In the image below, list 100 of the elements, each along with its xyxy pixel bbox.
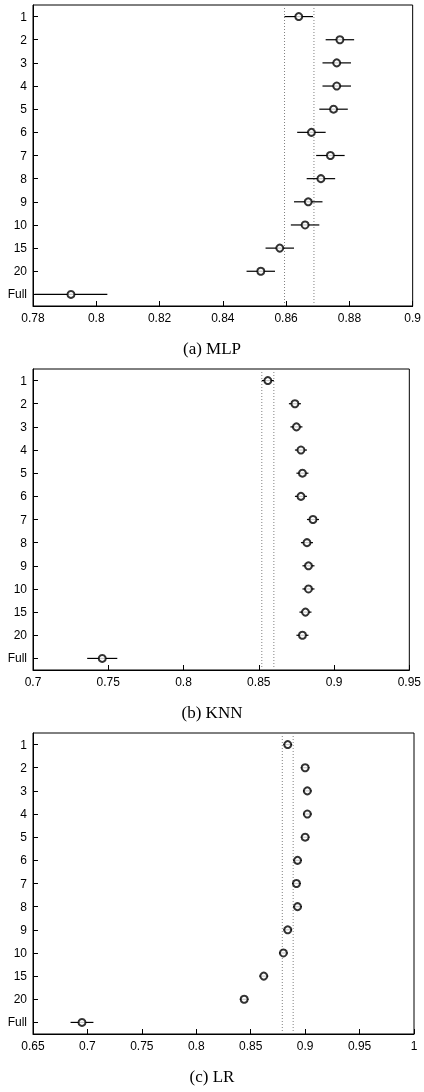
y-tick-label: 10 bbox=[13, 581, 28, 596]
point bbox=[306, 127, 316, 137]
y-tick-label: 4 bbox=[20, 443, 28, 458]
y-tick-label: 4 bbox=[20, 79, 28, 94]
y-tick-label: 6 bbox=[20, 489, 28, 504]
y-tick-label: 15 bbox=[13, 969, 28, 984]
point bbox=[302, 786, 312, 796]
point bbox=[300, 220, 310, 230]
x-tick-label: 1 bbox=[410, 1039, 418, 1053]
y-tick-label: 5 bbox=[20, 466, 28, 481]
y-tick-label: 5 bbox=[20, 102, 28, 117]
y-tick-label: 10 bbox=[13, 217, 28, 232]
x-tick-label: 0.84 bbox=[211, 311, 235, 325]
y-tick-label: 1 bbox=[20, 737, 28, 752]
y-tick-label: 15 bbox=[13, 241, 28, 256]
y-tick-label: 2 bbox=[20, 760, 28, 775]
point bbox=[300, 607, 310, 617]
x-tick-label: 0.8 bbox=[87, 311, 105, 325]
y-tick-label: 3 bbox=[20, 783, 28, 798]
point bbox=[303, 584, 313, 594]
y-tick-label: 20 bbox=[13, 992, 28, 1007]
point bbox=[97, 653, 107, 663]
text: (b) KNN bbox=[181, 703, 243, 722]
y-tick-label: 1 bbox=[20, 373, 28, 388]
point bbox=[293, 902, 303, 912]
y-tick-label: 4 bbox=[20, 807, 28, 822]
x-tick-label: 0.8 bbox=[175, 675, 193, 689]
point bbox=[278, 948, 288, 958]
y-tick-label: 3 bbox=[20, 419, 28, 434]
x-tick-label: 0.95 bbox=[397, 675, 422, 689]
x-tick-label: 0.9 bbox=[404, 311, 422, 325]
point bbox=[291, 422, 301, 432]
point bbox=[283, 925, 293, 935]
point bbox=[259, 971, 269, 981]
y-tick-label: 9 bbox=[20, 922, 28, 937]
point bbox=[303, 197, 313, 207]
point bbox=[256, 266, 266, 276]
point bbox=[302, 538, 312, 548]
point bbox=[302, 809, 312, 819]
point bbox=[77, 1017, 87, 1027]
point bbox=[297, 630, 307, 640]
y-tick-label: 5 bbox=[20, 830, 28, 845]
point bbox=[293, 855, 303, 865]
x-tick-label: 0.9 bbox=[325, 675, 343, 689]
y-tick-label: 3 bbox=[20, 55, 28, 70]
x-tick-label: 0.82 bbox=[147, 311, 172, 325]
x-tick-label: 0.7 bbox=[24, 675, 42, 689]
point bbox=[296, 491, 306, 501]
point bbox=[275, 243, 285, 253]
point bbox=[300, 832, 310, 842]
y-tick-label: 2 bbox=[20, 32, 28, 47]
y-tick-label: 6 bbox=[20, 853, 28, 868]
x-tick-label: 0.88 bbox=[337, 311, 362, 325]
point bbox=[66, 289, 76, 299]
y-tick-label: 2 bbox=[20, 396, 28, 411]
x-tick-label: 0.7 bbox=[79, 1039, 97, 1053]
y-tick-label: Full bbox=[7, 287, 27, 302]
point bbox=[297, 468, 307, 478]
point bbox=[294, 12, 304, 22]
point bbox=[303, 561, 313, 571]
y-tick-label: Full bbox=[7, 651, 27, 666]
y-tick-label: 7 bbox=[20, 148, 28, 163]
y-tick-label: 10 bbox=[13, 945, 28, 960]
x-tick-label: 0.75 bbox=[130, 1039, 154, 1053]
y-tick-label: 7 bbox=[20, 512, 28, 527]
x-tick-label: 0.78 bbox=[21, 311, 45, 325]
point bbox=[283, 740, 293, 750]
point bbox=[263, 376, 273, 386]
y-tick-label: 6 bbox=[20, 125, 28, 140]
x-tick-label: 0.9 bbox=[296, 1039, 314, 1053]
point bbox=[296, 445, 306, 455]
y-tick-label: 8 bbox=[20, 899, 28, 914]
y-tick-label: 8 bbox=[20, 535, 28, 550]
y-tick-label: 7 bbox=[20, 876, 28, 891]
point bbox=[239, 994, 249, 1004]
x-tick-label: 0.75 bbox=[96, 675, 121, 689]
point bbox=[300, 763, 310, 773]
x-tick-label: 0.85 bbox=[247, 675, 271, 689]
point bbox=[329, 104, 339, 114]
y-tick-label: 9 bbox=[20, 194, 28, 209]
point bbox=[335, 35, 345, 45]
point bbox=[290, 399, 300, 409]
x-tick-label: 0.8 bbox=[187, 1039, 205, 1053]
x-tick-label: 0.95 bbox=[347, 1039, 372, 1053]
y-tick-label: 20 bbox=[13, 628, 28, 643]
x-tick-label: 0.85 bbox=[239, 1039, 263, 1053]
text: (c) LR bbox=[189, 1067, 236, 1086]
point bbox=[332, 81, 342, 91]
y-tick-label: 9 bbox=[20, 558, 28, 573]
y-tick-label: 8 bbox=[20, 171, 28, 186]
x-tick-label: 0.65 bbox=[21, 1039, 45, 1053]
text: (a) MLP bbox=[182, 339, 242, 358]
x-tick-label: 0.86 bbox=[274, 311, 299, 325]
y-tick-label: Full bbox=[7, 1015, 27, 1030]
point bbox=[325, 151, 335, 160]
y-tick-label: 20 bbox=[13, 264, 28, 279]
point bbox=[316, 174, 326, 184]
y-tick-label: 15 bbox=[13, 605, 28, 620]
y-tick-label: 1 bbox=[20, 9, 28, 24]
point bbox=[332, 58, 342, 68]
